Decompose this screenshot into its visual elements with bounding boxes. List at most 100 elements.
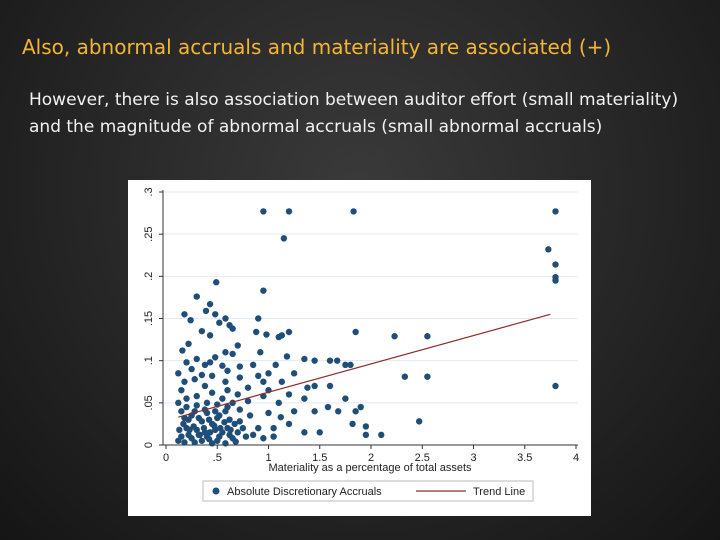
scatter-point — [249, 361, 257, 369]
legend: Absolute Discretionary Accruals Trend Li… — [202, 480, 534, 502]
scatter-point — [352, 408, 359, 415]
scatter-point — [285, 208, 293, 215]
scatter-point — [324, 403, 332, 411]
scatter-point — [290, 370, 298, 377]
scatter-point — [545, 246, 552, 253]
scatter-point — [181, 378, 188, 385]
y-tick-label: .3 — [143, 187, 155, 196]
scatter-point — [187, 316, 194, 324]
scatter-point — [265, 370, 272, 377]
scatter-point — [236, 418, 243, 425]
trend-line-path — [178, 313, 551, 418]
scatter-point — [200, 424, 208, 432]
scatter-point — [311, 408, 318, 415]
scatter-point — [378, 431, 385, 439]
scatter-point — [201, 361, 209, 369]
scatter-point — [265, 409, 272, 417]
scatter-point — [206, 359, 214, 366]
scatter-point — [175, 370, 182, 377]
scatter-point — [183, 395, 190, 402]
scatter-point — [222, 315, 229, 322]
scatter-point — [229, 350, 236, 358]
scatter-point — [219, 395, 226, 402]
scatter-point — [290, 408, 298, 415]
scatter-point — [216, 412, 223, 419]
scatter-point — [415, 418, 423, 425]
y-tick-label: .15 — [143, 311, 155, 326]
scatter-point — [212, 408, 219, 415]
trend-line — [178, 313, 551, 418]
scatter-point — [191, 439, 198, 446]
scatter-point — [226, 431, 233, 439]
scatter-point — [335, 408, 342, 415]
scatter-point — [216, 433, 223, 440]
scatter-point — [179, 347, 186, 354]
scatter-point — [213, 279, 220, 286]
scatter-point — [362, 431, 370, 439]
scatter-point — [178, 386, 185, 394]
scatter-point — [280, 235, 288, 242]
scatter-point — [255, 424, 262, 432]
scatter-point — [301, 355, 308, 363]
x-tick-label: 3.5 — [517, 452, 532, 464]
scatter-point — [424, 373, 431, 380]
scatter-point — [391, 333, 398, 340]
scatter-point — [234, 342, 241, 349]
scatter-point — [212, 354, 219, 361]
scatter-point — [222, 440, 229, 447]
scatter-point — [226, 416, 233, 423]
scatter-point — [193, 392, 200, 400]
scatter-point — [272, 361, 279, 369]
scatter-point — [283, 353, 291, 360]
x-tick-label: 2 — [368, 452, 374, 464]
scatter-point — [270, 433, 277, 440]
scatter-point — [175, 437, 182, 444]
scatter-point — [175, 399, 182, 407]
scatter-point — [217, 424, 224, 432]
scatter-point — [285, 328, 293, 336]
axes — [159, 190, 578, 449]
scatter-point — [188, 365, 195, 373]
scatter-point — [255, 315, 262, 322]
scatter-point — [304, 384, 311, 391]
scatter-point — [227, 426, 234, 434]
scatter-point — [222, 349, 229, 356]
legend-label-trend: Trend Line — [473, 486, 525, 498]
scatter-point — [206, 429, 214, 436]
scatter-point — [242, 433, 250, 440]
x-tick-label: 0 — [163, 452, 169, 464]
x-tick-label: 4 — [573, 452, 579, 464]
scatter-point — [224, 367, 231, 374]
scatter-point — [202, 307, 210, 315]
scatter-points — [175, 208, 559, 447]
x-tick-label: 2.5 — [415, 452, 430, 464]
scatter-point — [342, 395, 349, 402]
scatter-point — [260, 435, 267, 442]
scatter-point — [263, 331, 270, 338]
chart-svg: 0 .05 .1 .15 .2 .25 .3 0 .5 1 1.5 2 2.5 3 3.5 4 Materia… — [143, 187, 579, 502]
scatter-point — [401, 373, 409, 380]
scatter-point — [221, 419, 228, 426]
scatter-point — [285, 420, 293, 428]
scatter-point — [246, 412, 254, 419]
scatter-point — [260, 208, 267, 215]
scatter-point — [244, 397, 252, 405]
scatter-point — [311, 382, 318, 390]
x-tick-label: 1.5 — [312, 452, 327, 464]
scatter-point — [180, 420, 187, 428]
scatter-point — [178, 408, 185, 415]
scatter-point — [186, 426, 193, 434]
scatter-point — [285, 391, 293, 398]
scatter-point — [552, 382, 559, 390]
scatter-point — [311, 357, 318, 364]
scatter-point — [275, 399, 282, 407]
y-tick-label: .25 — [143, 227, 155, 242]
scatter-point — [185, 431, 192, 439]
scatter-point — [349, 420, 356, 428]
scatter-point — [176, 426, 183, 434]
scatter-point — [357, 403, 364, 411]
scatter-point — [277, 413, 284, 421]
scatter-point — [183, 359, 190, 366]
scatter-point — [552, 277, 559, 284]
scatter-point — [253, 328, 260, 336]
